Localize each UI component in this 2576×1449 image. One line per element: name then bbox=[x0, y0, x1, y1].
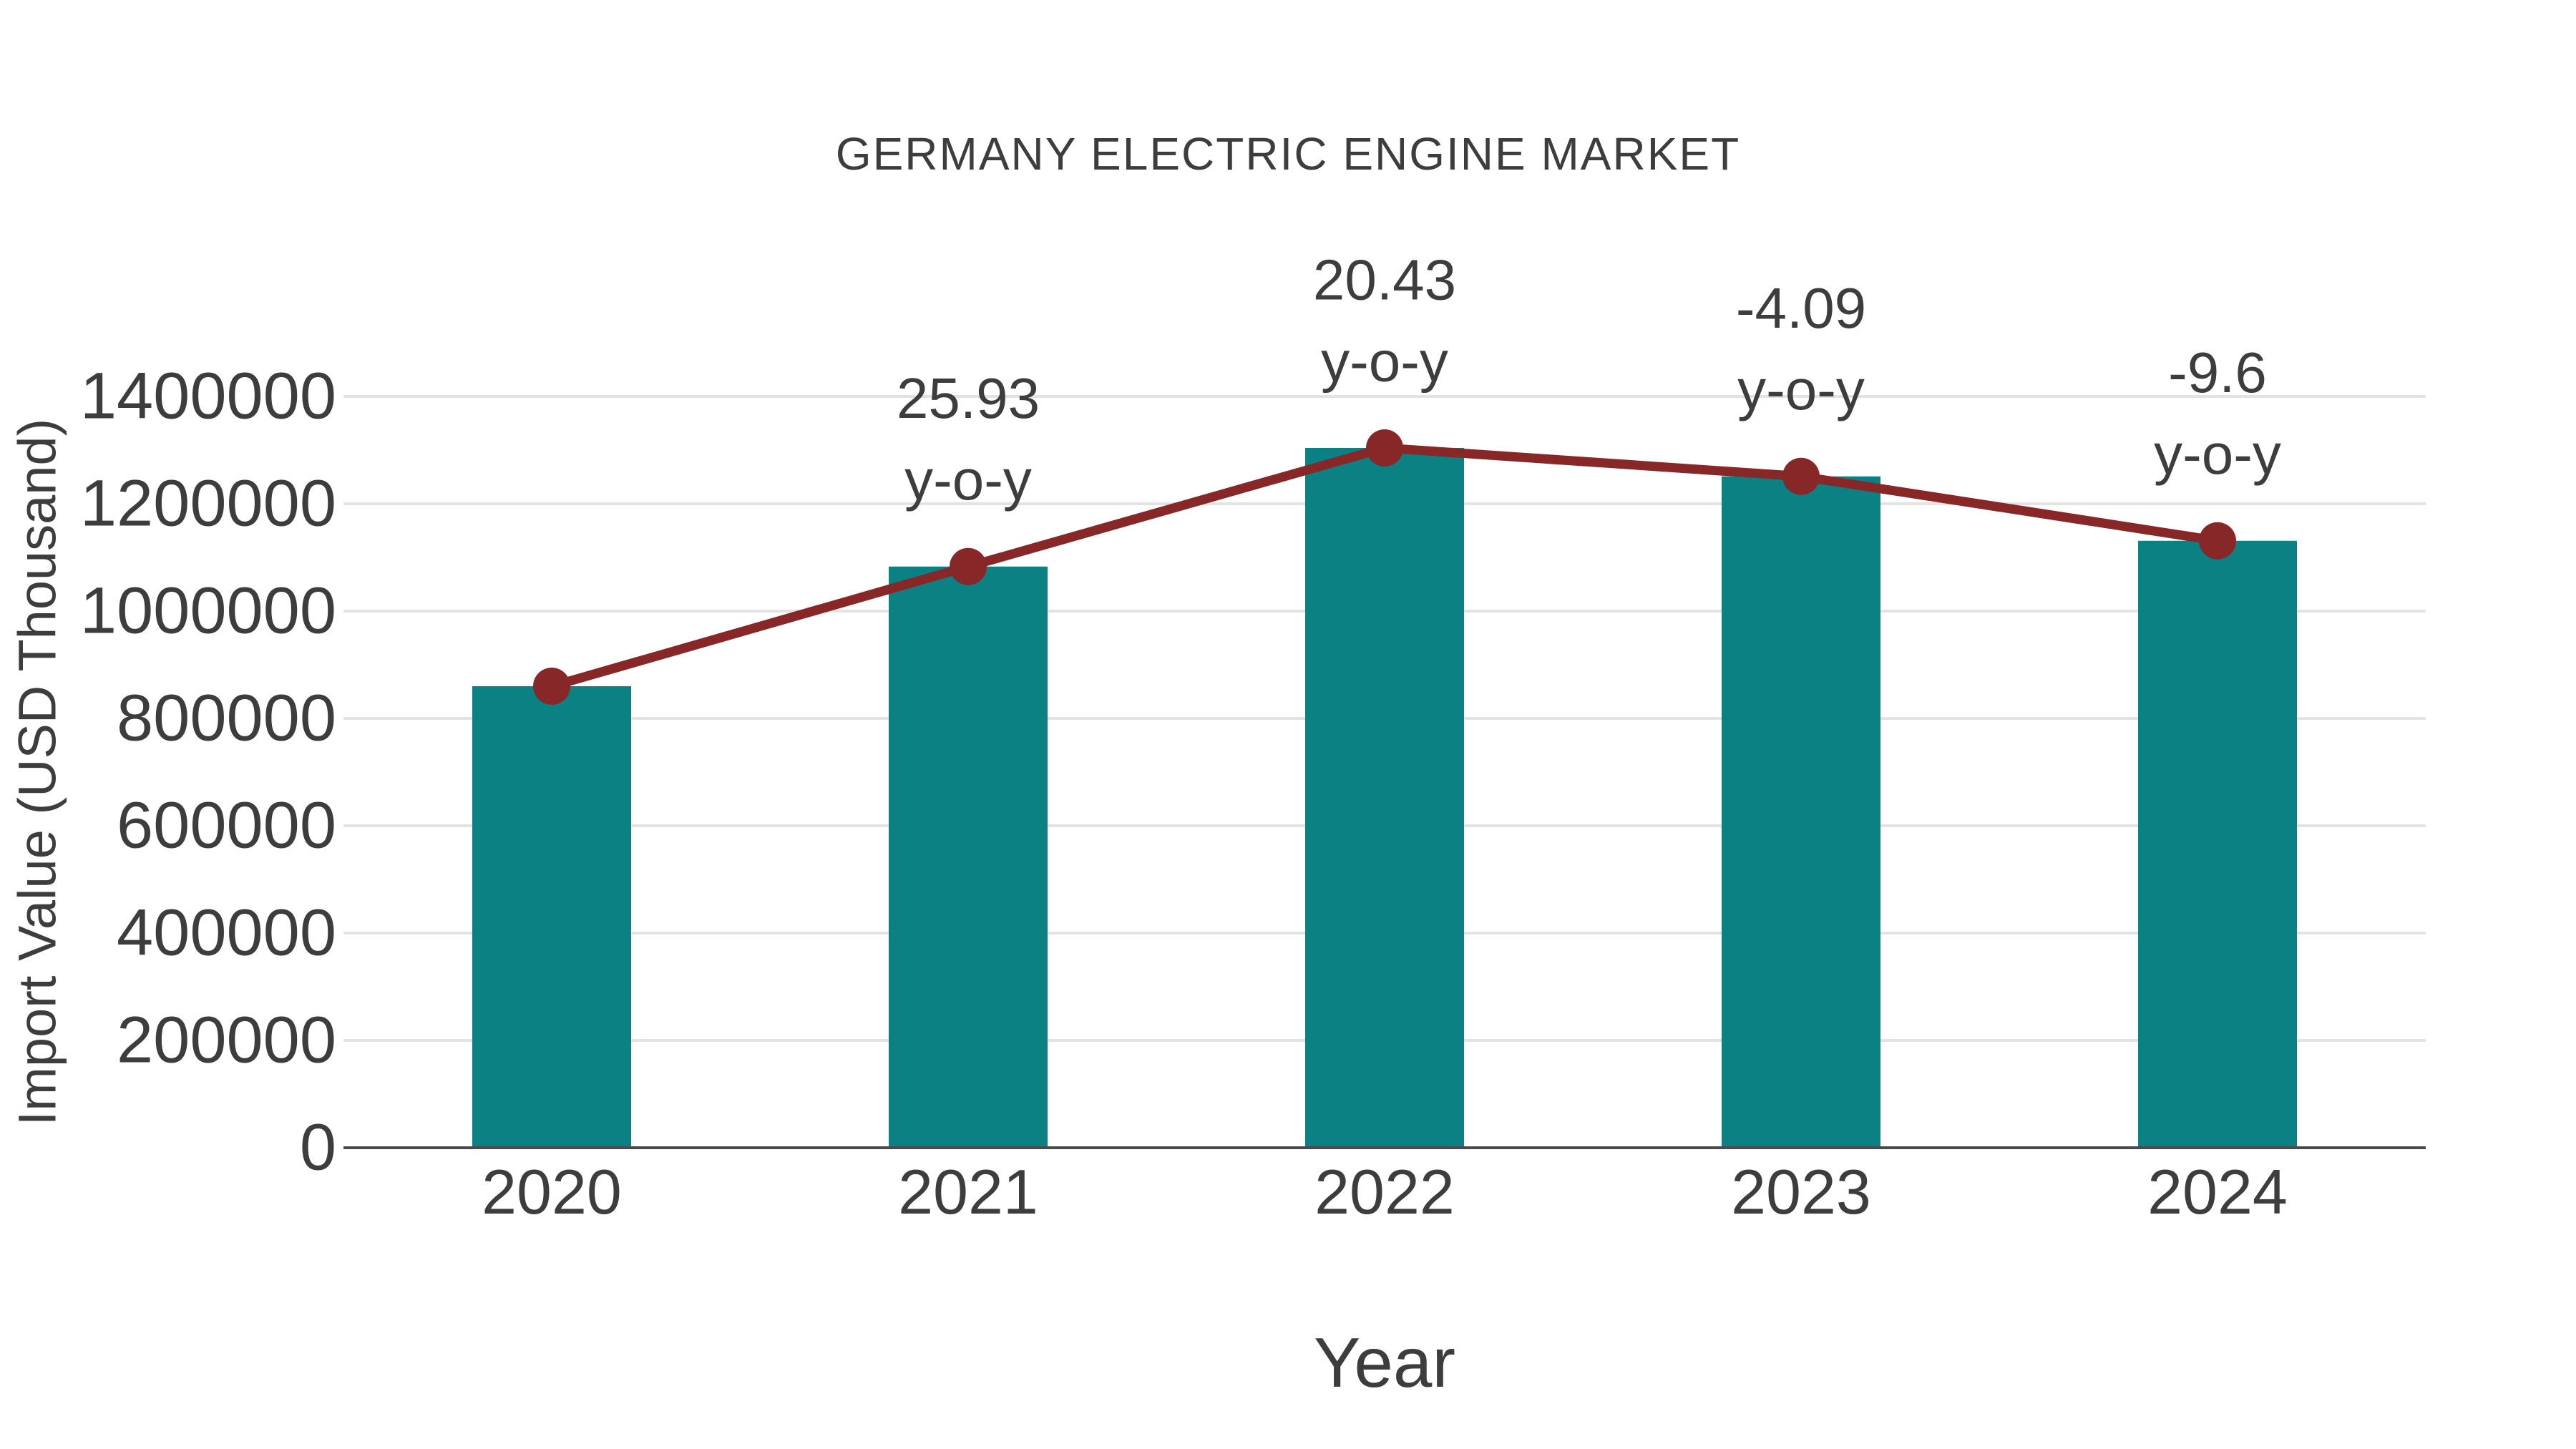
yoy-value-label-2022: 20.43 bbox=[1313, 248, 1456, 311]
bar-2020[interactable] bbox=[472, 686, 631, 1148]
bar-2023[interactable] bbox=[1722, 476, 1880, 1148]
y-tick-label-0: 0 bbox=[300, 1111, 336, 1184]
x-tick-label-2020: 2020 bbox=[482, 1156, 622, 1227]
chart-title: GERMANY ELECTRIC ENGINE MARKET bbox=[835, 128, 1741, 180]
y-tick-label-400000: 400000 bbox=[117, 896, 336, 969]
bar-2021[interactable] bbox=[889, 566, 1048, 1148]
x-tick-label-2024: 2024 bbox=[2147, 1156, 2288, 1227]
yoy-value-label-2023: -4.09 bbox=[1736, 276, 1866, 340]
y-tick-label-800000: 800000 bbox=[117, 681, 336, 754]
yoy-marker-2021[interactable] bbox=[950, 547, 987, 585]
y-tick-label-1200000: 1200000 bbox=[80, 467, 336, 540]
y-tick-label-600000: 600000 bbox=[117, 789, 336, 862]
yoy-marker-2022[interactable] bbox=[1366, 429, 1403, 467]
yoy-value-label-2024: -9.6 bbox=[2168, 341, 2267, 404]
yoy-suffix-label-2023: y-o-y bbox=[1737, 358, 1865, 421]
x-tick-label-2022: 2022 bbox=[1314, 1156, 1455, 1227]
yoy-suffix-label-2024: y-o-y bbox=[2154, 422, 2281, 486]
y-tick-label-1000000: 1000000 bbox=[80, 574, 336, 647]
x-axis-title: Year bbox=[1313, 1323, 1456, 1402]
yoy-marker-2023[interactable] bbox=[1782, 457, 1820, 495]
yoy-marker-2020[interactable] bbox=[533, 668, 570, 705]
y-tick-label-1400000: 1400000 bbox=[80, 359, 336, 432]
bar-2022[interactable] bbox=[1305, 448, 1464, 1148]
bar-2024[interactable] bbox=[2138, 540, 2297, 1148]
yoy-marker-2024[interactable] bbox=[2199, 522, 2236, 560]
y-tick-label-200000: 200000 bbox=[117, 1003, 336, 1076]
y-axis-title: Import Value (USD Thousand) bbox=[7, 418, 67, 1126]
x-tick-label-2021: 2021 bbox=[898, 1156, 1038, 1227]
yoy-value-label-2021: 25.93 bbox=[897, 366, 1040, 430]
yoy-suffix-label-2022: y-o-y bbox=[1321, 329, 1448, 393]
yoy-suffix-label-2021: y-o-y bbox=[904, 448, 1032, 512]
x-tick-label-2023: 2023 bbox=[1731, 1156, 1871, 1227]
